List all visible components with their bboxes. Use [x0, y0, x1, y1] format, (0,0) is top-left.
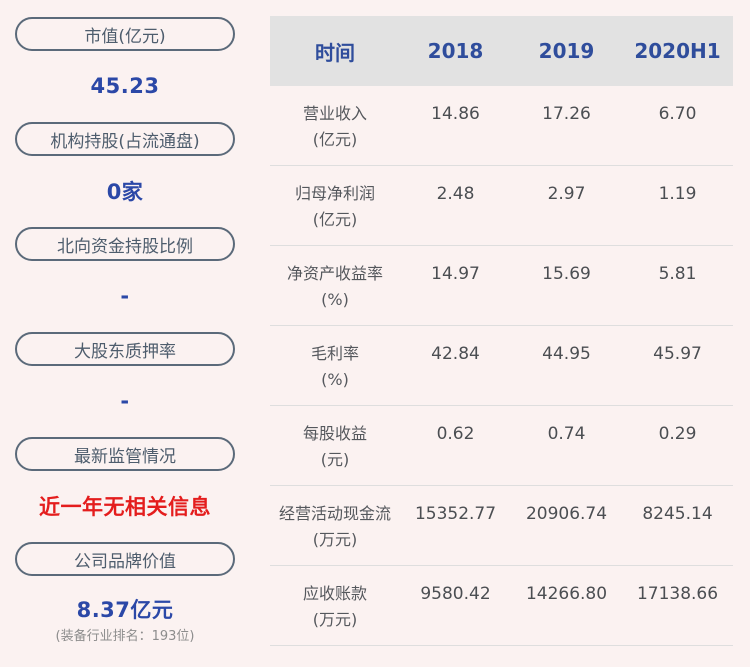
row-label: 归母净利润 (亿元): [270, 181, 400, 233]
header-2018: 2018: [427, 39, 484, 63]
row-name: 归母净利润: [294, 184, 375, 203]
cell-value: 14266.80: [525, 584, 608, 604]
row-name: 营业收入: [302, 104, 367, 123]
sidebar: 市值(亿元) 45.23 机构持股(占流通盘) 0家 北向资金持股比例 - 大股…: [15, 17, 235, 647]
stat-major-shareholder-pledge-pill: 大股东质押率: [15, 332, 235, 366]
row-label: 经营活动现金流 (万元): [270, 501, 400, 553]
cell-value: 6.70: [658, 104, 697, 124]
cell-value: 2.97: [547, 184, 586, 204]
row-unit: (亿元): [312, 210, 358, 229]
row-name: 净资产收益率: [286, 264, 383, 283]
stat-market-cap: 市值(亿元) 45.23: [15, 17, 235, 121]
cell-value: 0.29: [658, 424, 697, 444]
stat-major-shareholder-pledge-value: -: [120, 389, 130, 413]
cell-value: 44.95: [542, 344, 591, 364]
cell-value: 9580.42: [420, 584, 491, 604]
stat-regulatory-status: 最新监管情况 近一年无相关信息: [15, 437, 235, 541]
table-row-eps: 每股收益 (元) 0.62 0.74 0.29: [270, 406, 733, 486]
row-label: 营业收入 (亿元): [270, 101, 400, 153]
stat-label: 大股东质押率: [74, 341, 176, 362]
row-label: 应收账款 (万元): [270, 581, 400, 633]
stat-regulatory-status-pill: 最新监管情况: [15, 437, 235, 471]
cell-value: 42.84: [431, 344, 480, 364]
cell-value: 5.81: [658, 264, 697, 284]
table-row-gross-margin: 毛利率 (%) 42.84 44.95 45.97: [270, 326, 733, 406]
table-row-roe: 净资产收益率 (%) 14.97 15.69 5.81: [270, 246, 733, 326]
stat-institutional-holding: 机构持股(占流通盘) 0家: [15, 122, 235, 226]
table-row-net-profit: 归母净利润 (亿元) 2.48 2.97 1.19: [270, 166, 733, 246]
table-header-row: 时间 2018 2019 2020H1: [270, 16, 733, 86]
stat-brand-value-value: 8.37亿元: [76, 598, 174, 622]
cell-value: 14.97: [431, 264, 480, 284]
cell-value: 15.69: [542, 264, 591, 284]
cell-value: 15352.77: [414, 504, 497, 524]
stat-label: 机构持股(占流通盘): [50, 131, 200, 152]
stat-market-cap-value: 45.23: [90, 74, 160, 98]
cell-value: 0.62: [436, 424, 475, 444]
stat-market-cap-pill: 市值(亿元): [15, 17, 235, 51]
row-name: 经营活动现金流: [278, 504, 391, 523]
cell-value: 8245.14: [642, 504, 713, 524]
row-label: 毛利率 (%): [270, 341, 400, 393]
stat-label: 北向资金持股比例: [57, 236, 193, 257]
stat-institutional-holding-pill: 机构持股(占流通盘): [15, 122, 235, 156]
cell-value: 17138.66: [636, 584, 719, 604]
row-unit: (元): [320, 450, 350, 469]
stat-label: 公司品牌价值: [74, 551, 176, 572]
header-2020h1: 2020H1: [634, 39, 721, 63]
cell-value: 14.86: [431, 104, 480, 124]
row-label: 净资产收益率 (%): [270, 261, 400, 313]
header-time: 时间: [315, 40, 355, 65]
stat-label: 最新监管情况: [74, 446, 176, 467]
cell-value: 1.19: [658, 184, 697, 204]
stat-institutional-holding-value: 0家: [106, 180, 144, 204]
table-row-operating-cash-flow: 经营活动现金流 (万元) 15352.77 20906.74 8245.14: [270, 486, 733, 566]
row-unit: (%): [321, 370, 349, 389]
row-name: 毛利率: [310, 344, 359, 363]
stat-brand-value-pill: 公司品牌价值: [15, 542, 235, 576]
stat-northbound-ratio: 北向资金持股比例 -: [15, 227, 235, 331]
row-unit: (亿元): [312, 130, 358, 149]
table-row-accounts-receivable: 应收账款 (万元) 9580.42 14266.80 17138.66: [270, 566, 733, 646]
stat-label: 市值(亿元): [84, 26, 166, 47]
financial-table: 时间 2018 2019 2020H1 营业收入 (亿元) 14.86 17.2…: [270, 16, 733, 646]
cell-value: 20906.74: [525, 504, 608, 524]
row-unit: (万元): [312, 530, 358, 549]
row-name: 每股收益: [302, 424, 367, 443]
stat-northbound-ratio-pill: 北向资金持股比例: [15, 227, 235, 261]
table-row-revenue: 营业收入 (亿元) 14.86 17.26 6.70: [270, 86, 733, 166]
row-label: 每股收益 (元): [270, 421, 400, 473]
cell-value: 45.97: [653, 344, 702, 364]
stat-brand-value: 公司品牌价值 8.37亿元 (装备行业排名：193位): [15, 542, 235, 646]
stat-northbound-ratio-value: -: [120, 284, 130, 308]
stat-major-shareholder-pledge: 大股东质押率 -: [15, 332, 235, 436]
row-name: 应收账款: [302, 584, 367, 603]
row-unit: (万元): [312, 610, 358, 629]
stat-regulatory-status-value: 近一年无相关信息: [39, 495, 211, 519]
cell-value: 0.74: [547, 424, 586, 444]
cell-value: 2.48: [436, 184, 475, 204]
cell-value: 17.26: [542, 104, 591, 124]
stat-brand-value-rank-note: (装备行业排名：193位): [55, 629, 195, 644]
row-unit: (%): [321, 290, 349, 309]
header-2019: 2019: [538, 39, 595, 63]
